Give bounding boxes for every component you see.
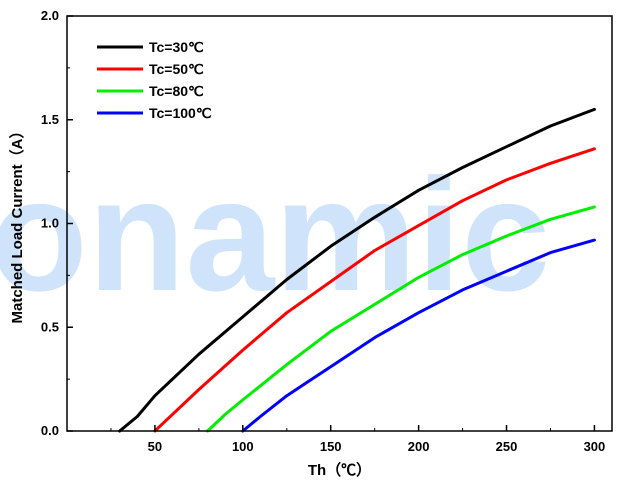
x-tick-label: 50 [148, 439, 162, 454]
y-tick-label: 0.5 [41, 319, 59, 334]
y-tick-label: 0.0 [41, 423, 59, 438]
y-tick-label: 1.0 [41, 216, 59, 231]
legend-label: Tc=100℃ [149, 105, 212, 121]
x-tick-label: 300 [584, 439, 606, 454]
watermark-text: onamic [0, 145, 550, 324]
x-tick-label: 150 [320, 439, 342, 454]
y-tick-label: 1.5 [41, 112, 59, 127]
series-line [241, 238, 596, 433]
x-tick-label: 250 [496, 439, 518, 454]
legend-label: Tc=80℃ [149, 83, 204, 99]
x-tick-label: 200 [408, 439, 430, 454]
y-tick-label: 2.0 [41, 8, 59, 23]
series-line [153, 147, 596, 433]
legend: Tc=30℃ Tc=50℃ Tc=80℃ Tc=100℃ [97, 39, 212, 121]
y-axis-label: Matched Load Current（A） [8, 123, 26, 323]
legend-label: Tc=50℃ [149, 61, 204, 77]
series-layer [118, 107, 596, 433]
legend-label: Tc=30℃ [149, 39, 204, 55]
axes-layer: 50 100 150 200 250 300 0.0 0.5 1.0 1.5 2.0 [41, 8, 605, 454]
x-tick-label: 100 [232, 439, 254, 454]
x-axis-label: Th（℃） [308, 461, 371, 479]
series-line [206, 205, 596, 433]
series-line [118, 107, 596, 433]
